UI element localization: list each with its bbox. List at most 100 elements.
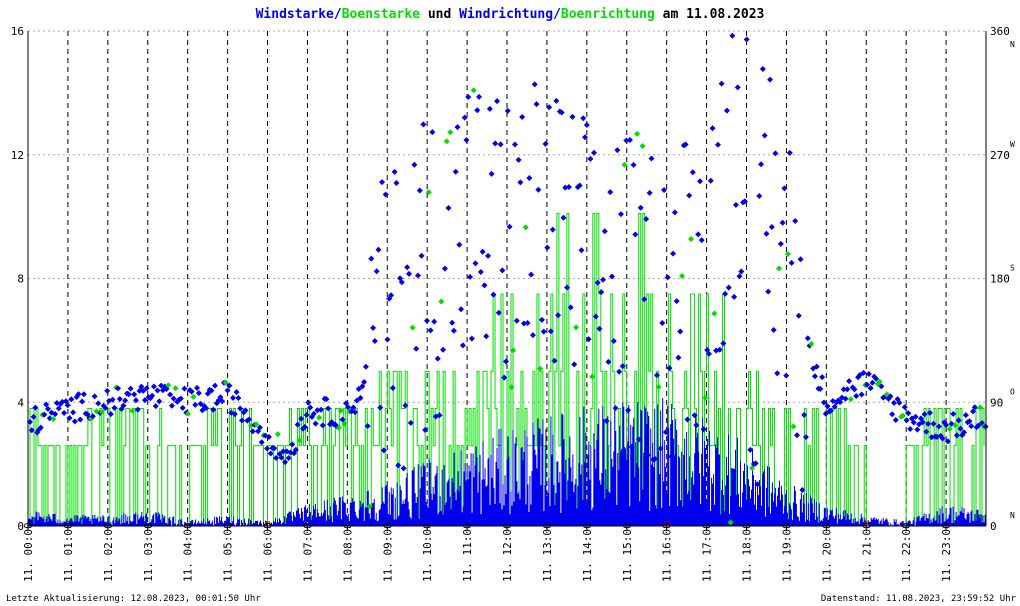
- wind-direction-point: [229, 394, 236, 401]
- wind-direction-point: [648, 155, 655, 162]
- wind-direction-point: [368, 255, 375, 262]
- wind-direction-point: [734, 84, 741, 91]
- wind-direction-point: [231, 411, 238, 418]
- wind-direction-point: [458, 306, 465, 313]
- wind-direction-point: [811, 373, 818, 380]
- title-sep2: /: [553, 7, 561, 22]
- wind-direction-point: [714, 141, 721, 148]
- wind-direction-point: [499, 267, 506, 274]
- wind-direction-point: [722, 290, 729, 297]
- wind-direction-point: [413, 345, 420, 352]
- wind-direction-point: [89, 413, 96, 420]
- wind-direction-point: [813, 363, 820, 370]
- wind-direction-point: [546, 104, 553, 111]
- wind-direction-point: [562, 184, 569, 191]
- wind-direction-point: [384, 336, 391, 343]
- gust-direction-point: [222, 379, 229, 386]
- wind-direction-point: [138, 383, 145, 390]
- wind-direction-point: [359, 383, 366, 390]
- wind-direction-point: [767, 76, 774, 83]
- wind-direction-point: [393, 180, 400, 187]
- time-marker: [863, 521, 869, 526]
- wind-direction-point: [793, 432, 800, 439]
- gust-direction-point: [50, 416, 57, 423]
- wind-direction-point: [533, 101, 540, 108]
- wind-direction-point: [689, 169, 696, 176]
- wind-direction-point: [671, 209, 678, 216]
- wind-direction-point: [416, 187, 423, 194]
- wind-direction-point: [564, 284, 571, 291]
- wind-direction-point: [382, 191, 389, 198]
- wind-direction-point: [560, 214, 567, 221]
- wind-direction-point: [102, 404, 109, 411]
- wind-direction-point: [612, 405, 619, 412]
- gust-direction-point: [573, 324, 580, 331]
- wind-direction-point: [549, 226, 556, 233]
- wind-direction-point: [747, 446, 754, 453]
- wind-direction-point: [558, 109, 565, 116]
- gust-direction-point: [621, 161, 628, 168]
- title-sep1: /: [334, 7, 342, 22]
- wind-direction-point: [131, 391, 138, 398]
- wind-direction-point: [632, 231, 639, 238]
- wind-direction-point: [594, 279, 601, 286]
- wind-direction-point: [729, 32, 736, 39]
- wind-direction-point: [497, 141, 504, 148]
- wind-direction-point: [282, 459, 289, 466]
- gust-direction-point: [438, 298, 445, 305]
- gust-direction-point: [510, 347, 517, 354]
- wind-direction-point: [673, 298, 680, 305]
- wind-direction-point: [723, 107, 730, 114]
- wind-direction-point: [292, 446, 299, 453]
- wind-direction-point: [52, 411, 59, 418]
- wind-direction-point: [837, 399, 844, 406]
- gust-direction-point: [165, 382, 172, 389]
- grid: [28, 30, 986, 527]
- gust-direction-point: [341, 420, 348, 427]
- gust-direction-point: [655, 384, 662, 391]
- gust-direction-point: [808, 340, 815, 347]
- wind-direction-point: [804, 335, 811, 342]
- wind-direction-point: [578, 247, 585, 254]
- x-tick-label: 11. 13:00: [541, 522, 554, 582]
- gust-direction-point: [776, 265, 783, 272]
- gust-direction-point: [589, 373, 596, 380]
- wind-direction-point: [289, 441, 296, 448]
- gust-direction-point: [679, 273, 686, 280]
- wind-direction-point: [765, 288, 772, 295]
- wind-direction-point: [968, 423, 975, 430]
- wind-direction-point: [824, 403, 831, 410]
- wind-direction-point: [840, 386, 847, 393]
- wind-direction-point: [607, 189, 614, 196]
- wind-direction-point: [55, 405, 62, 412]
- wind-direction-point: [623, 137, 630, 144]
- wind-direction-point: [538, 316, 545, 323]
- wind-direction-point: [759, 65, 766, 72]
- wind-direction-point: [362, 363, 369, 370]
- y-tick-label-right: 180: [990, 273, 1010, 286]
- wind-direction-point: [141, 397, 148, 404]
- wind-direction-point: [364, 422, 371, 429]
- wind-direction-point: [267, 450, 274, 457]
- wind-direction-point: [626, 137, 633, 144]
- wind-direction-point: [77, 416, 84, 423]
- wind-direction-point: [37, 424, 44, 431]
- wind-direction-point: [449, 319, 456, 326]
- wind-direction-point: [700, 426, 707, 433]
- wind-direction-point: [504, 107, 511, 114]
- gust-direction-point: [129, 407, 136, 414]
- wind-direction-point: [921, 411, 928, 418]
- wind-direction-point: [890, 399, 897, 406]
- wind-direction-point: [962, 412, 969, 419]
- gust-direction-point: [688, 235, 695, 242]
- wind-direction-point: [258, 439, 265, 446]
- wind-direction-point: [192, 401, 199, 408]
- wind-direction-point: [582, 134, 589, 141]
- gust-direction-point: [425, 189, 432, 196]
- wind-direction-point: [28, 427, 35, 434]
- x-tick-label: 11. 07:00: [301, 522, 314, 582]
- gust-direction-point: [443, 138, 450, 145]
- wind-direction-point: [355, 386, 362, 393]
- time-marker: [265, 521, 270, 526]
- wind-direction-point: [265, 434, 272, 441]
